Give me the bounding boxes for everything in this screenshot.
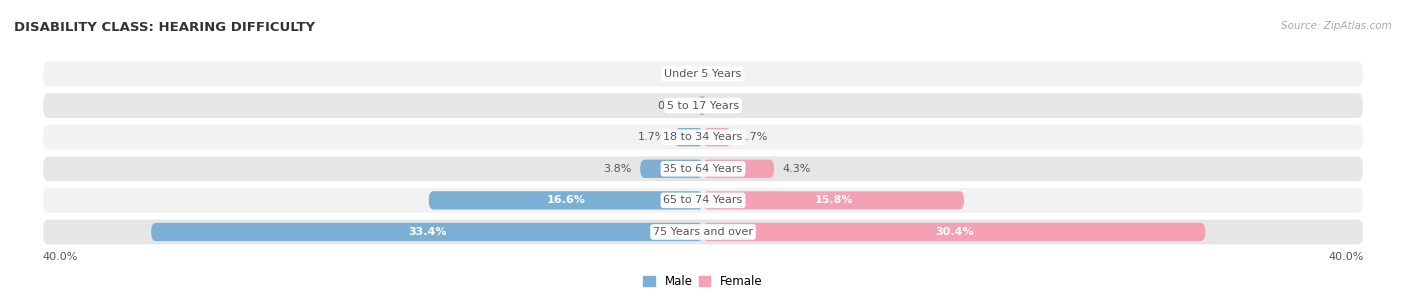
Text: 4.3%: 4.3% xyxy=(782,164,811,174)
Text: 1.7%: 1.7% xyxy=(638,132,666,142)
Text: 40.0%: 40.0% xyxy=(1329,252,1364,263)
FancyBboxPatch shape xyxy=(42,187,1364,214)
Legend: Male, Female: Male, Female xyxy=(644,275,762,288)
Text: 0.11%: 0.11% xyxy=(658,101,693,111)
FancyBboxPatch shape xyxy=(42,155,1364,182)
Text: 0.0%: 0.0% xyxy=(666,69,695,79)
Text: 15.8%: 15.8% xyxy=(814,195,853,205)
FancyBboxPatch shape xyxy=(703,160,775,178)
Text: 40.0%: 40.0% xyxy=(42,252,77,263)
Text: 33.4%: 33.4% xyxy=(408,227,446,237)
FancyBboxPatch shape xyxy=(703,191,965,210)
Text: DISABILITY CLASS: HEARING DIFFICULTY: DISABILITY CLASS: HEARING DIFFICULTY xyxy=(14,21,315,34)
Text: 1.7%: 1.7% xyxy=(740,132,768,142)
Text: 16.6%: 16.6% xyxy=(547,195,585,205)
FancyBboxPatch shape xyxy=(42,218,1364,245)
FancyBboxPatch shape xyxy=(699,96,706,115)
Text: 30.4%: 30.4% xyxy=(935,227,973,237)
Text: 0.0%: 0.0% xyxy=(711,101,740,111)
FancyBboxPatch shape xyxy=(42,124,1364,151)
Text: 0.0%: 0.0% xyxy=(711,69,740,79)
FancyBboxPatch shape xyxy=(703,223,1205,241)
Text: 5 to 17 Years: 5 to 17 Years xyxy=(666,101,740,111)
FancyBboxPatch shape xyxy=(703,128,731,146)
Text: 35 to 64 Years: 35 to 64 Years xyxy=(664,164,742,174)
Text: 18 to 34 Years: 18 to 34 Years xyxy=(664,132,742,142)
FancyBboxPatch shape xyxy=(640,160,703,178)
FancyBboxPatch shape xyxy=(675,128,703,146)
Text: Under 5 Years: Under 5 Years xyxy=(665,69,741,79)
Text: Source: ZipAtlas.com: Source: ZipAtlas.com xyxy=(1281,21,1392,32)
Text: 65 to 74 Years: 65 to 74 Years xyxy=(664,195,742,205)
FancyBboxPatch shape xyxy=(42,61,1364,88)
FancyBboxPatch shape xyxy=(152,223,703,241)
Text: 75 Years and over: 75 Years and over xyxy=(652,227,754,237)
FancyBboxPatch shape xyxy=(42,92,1364,119)
Text: 3.8%: 3.8% xyxy=(603,164,631,174)
FancyBboxPatch shape xyxy=(429,191,703,210)
